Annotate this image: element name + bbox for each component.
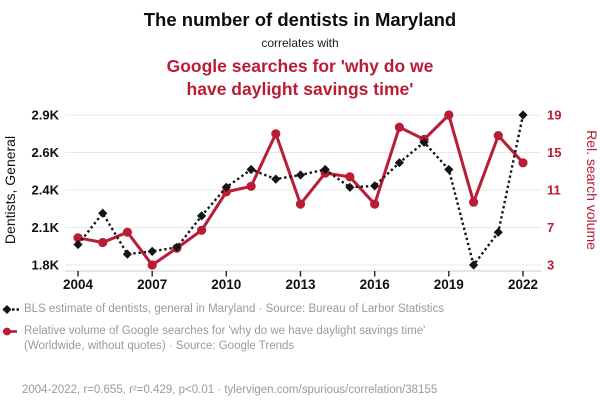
secondary-title: Google searches for 'why do we have dayl…: [0, 55, 600, 100]
svg-text:2.1K: 2.1K: [32, 220, 60, 235]
svg-text:1.8K: 1.8K: [32, 258, 60, 273]
right-axis-title: Rel. search volume: [584, 130, 600, 250]
chart-header: The number of dentists in Maryland corre…: [0, 0, 600, 100]
svg-text:19: 19: [547, 108, 561, 123]
legend-item-label: BLS estimate of dentists, general in Mar…: [24, 303, 444, 315]
svg-text:15: 15: [547, 145, 561, 160]
circle-solid-marker-icon: [3, 327, 17, 336]
svg-text:7: 7: [547, 220, 554, 235]
plot-area: 2004 2007 2010 2013 2016 2019 2022 1.8K 2.1K 2.4K…: [32, 108, 562, 293]
svg-text:2004: 2004: [63, 277, 94, 292]
svg-text:3: 3: [547, 258, 554, 273]
svg-text:2.4K: 2.4K: [32, 183, 60, 198]
svg-text:2016: 2016: [360, 277, 391, 292]
secondary-title-line2: have daylight savings time': [186, 78, 414, 99]
stats-and-source-note: 2004-2022, r=0.655, r²=0.429, p<0.01 · t…: [22, 384, 438, 396]
svg-text:11: 11: [547, 183, 561, 198]
svg-text:2.9K: 2.9K: [32, 108, 60, 123]
svg-text:2019: 2019: [434, 277, 464, 292]
svg-text:2010: 2010: [211, 277, 241, 292]
left-axis-title: Dentists, General: [2, 136, 18, 244]
page-title: The number of dentists in Maryland: [143, 9, 457, 30]
secondary-title-line1: Google searches for 'why do we: [166, 56, 434, 76]
legend: BLS estimate of dentists, general in Mar…: [2, 302, 472, 361]
correlates-with-label: correlates with: [261, 36, 339, 50]
legend-item-label: Relative volume of Google searches for '…: [24, 325, 426, 352]
diamond-dashed-marker-icon: [2, 305, 19, 314]
svg-text:2007: 2007: [137, 277, 167, 292]
svg-text:2.6K: 2.6K: [32, 145, 60, 160]
svg-text:2013: 2013: [285, 277, 316, 292]
svg-text:2022: 2022: [508, 277, 538, 292]
legend-item-dentists: BLS estimate of dentists, general in Mar…: [2, 302, 472, 317]
legend-item-searches: Relative volume of Google searches for '…: [2, 324, 472, 354]
